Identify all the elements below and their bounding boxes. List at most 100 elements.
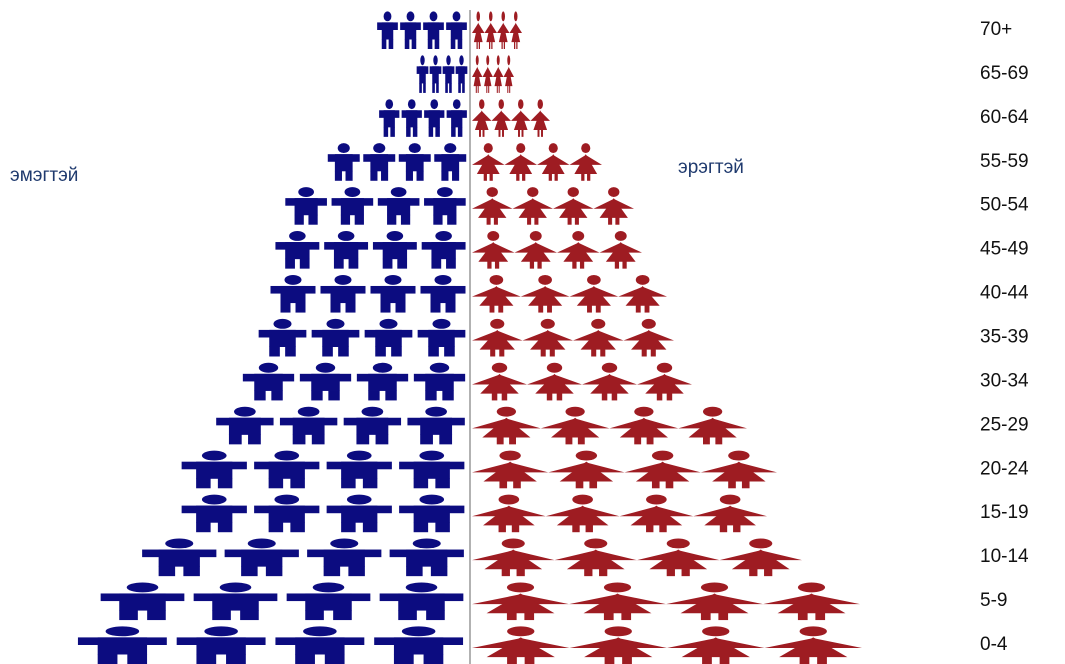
- icon-head: [432, 318, 451, 329]
- icon-dress: [688, 417, 737, 438]
- bar-right: [472, 538, 802, 577]
- icon-leg: [425, 390, 437, 401]
- icon-torso: [450, 22, 463, 40]
- icon-leg: [381, 39, 387, 49]
- icon-dress: [635, 461, 690, 482]
- icon-torso: [441, 154, 460, 172]
- icon-leg: [516, 173, 520, 181]
- icon-leg: [611, 392, 618, 401]
- icon-leg: [615, 217, 620, 225]
- icon-head: [289, 231, 306, 241]
- icon-leg: [439, 434, 453, 445]
- icon-dress: [563, 242, 594, 262]
- icon-torso: [380, 285, 406, 304]
- icon-torso: [285, 242, 310, 260]
- icon-head: [604, 626, 632, 637]
- icon-leg: [486, 217, 491, 225]
- icon-leg: [496, 436, 504, 445]
- icon-dress: [484, 66, 492, 87]
- icon-leg: [280, 302, 291, 313]
- icon-head: [361, 406, 384, 417]
- icon-leg: [575, 480, 584, 489]
- icon-dress: [474, 110, 489, 131]
- icon-head: [258, 362, 279, 373]
- bar-right: [472, 406, 747, 445]
- icon-dress: [479, 329, 515, 350]
- icon-torso: [294, 198, 318, 216]
- icon-head: [498, 494, 520, 505]
- icon-head: [487, 231, 500, 241]
- icon-torso: [383, 110, 395, 128]
- icon-leg: [498, 85, 500, 93]
- icon-leg: [393, 654, 414, 664]
- bar-left: [142, 538, 464, 577]
- icon-leg: [589, 480, 598, 489]
- age-label: 30-34: [980, 370, 1029, 391]
- icon-leg: [458, 83, 461, 93]
- icon-torso: [212, 593, 259, 611]
- age-label: 5-9: [980, 590, 1007, 611]
- icon-head: [548, 143, 558, 154]
- icon-head: [501, 538, 525, 549]
- icon-leg: [514, 41, 516, 49]
- icon-torso: [97, 637, 148, 655]
- icon-dress: [479, 285, 514, 306]
- icon-leg: [404, 39, 410, 49]
- icon-leg: [499, 480, 508, 489]
- legend-left: эмэгтэй: [10, 165, 78, 186]
- icon-torso: [368, 373, 397, 391]
- icon-torso: [322, 329, 349, 347]
- icon-leg: [127, 654, 148, 664]
- icon-leg: [348, 258, 359, 269]
- icon-leg: [634, 436, 642, 445]
- icon-leg: [196, 478, 211, 489]
- icon-torso: [413, 461, 450, 479]
- icon-leg: [476, 41, 478, 49]
- icon-leg: [294, 214, 304, 225]
- icon-head: [386, 231, 404, 241]
- icon-leg: [666, 568, 675, 577]
- icon-head: [334, 274, 352, 285]
- icon-leg: [656, 392, 663, 401]
- icon-leg: [228, 434, 242, 445]
- icon-torso: [428, 329, 455, 347]
- icon-head: [435, 231, 452, 241]
- icon-leg: [387, 214, 397, 225]
- icon-head: [429, 362, 450, 373]
- icon-torso: [341, 505, 378, 523]
- icon-torso: [413, 505, 450, 523]
- icon-leg: [513, 480, 521, 489]
- icon-head: [274, 450, 300, 461]
- icon-torso: [334, 154, 353, 172]
- icon-leg: [574, 217, 579, 225]
- icon-leg: [498, 524, 506, 533]
- icon-head: [434, 274, 452, 285]
- icon-dress: [704, 505, 756, 526]
- icon-head: [516, 143, 526, 154]
- icon-head: [419, 450, 445, 461]
- icon-leg: [703, 436, 710, 445]
- icon-leg: [462, 83, 465, 93]
- icon-dress: [559, 461, 614, 482]
- icon-leg: [548, 173, 552, 181]
- icon-leg: [498, 304, 504, 313]
- icon-leg: [436, 83, 439, 93]
- bar-left: [377, 11, 467, 49]
- icon-leg: [549, 348, 555, 357]
- icon-head: [489, 274, 504, 285]
- icon-torso: [268, 505, 305, 523]
- icon-leg: [428, 346, 439, 357]
- icon-leg: [584, 568, 593, 577]
- icon-leg: [491, 392, 498, 401]
- icon-dress: [535, 373, 574, 394]
- icon-leg: [285, 258, 295, 269]
- icon-leg: [324, 654, 345, 664]
- icon-dress: [731, 549, 790, 570]
- bar-right: [472, 494, 767, 533]
- icon-torso: [341, 461, 378, 479]
- icon-dress: [619, 417, 668, 438]
- icon-head: [581, 143, 591, 154]
- icon-dress: [528, 285, 563, 306]
- icon-dress: [680, 593, 749, 614]
- icon-head: [572, 231, 585, 241]
